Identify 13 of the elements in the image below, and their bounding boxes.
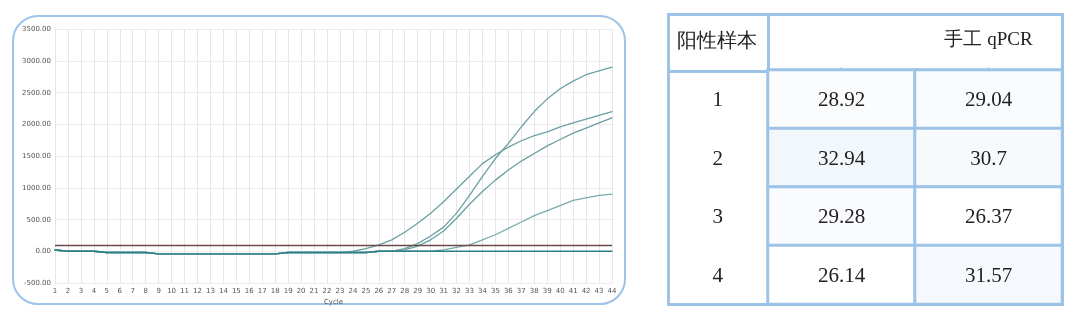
y-tick-label: 3 xyxy=(712,204,723,229)
data-label: 31.57 xyxy=(964,262,1013,287)
data-label: 29.04 xyxy=(964,87,1013,112)
data-label: 29.28 xyxy=(817,204,866,229)
x-tick-label: 手工 qPCR xyxy=(944,28,1033,49)
data-label: 28.92 xyxy=(817,87,866,112)
data-label: 26.14 xyxy=(817,262,866,287)
y-tick-label: 1 xyxy=(712,87,723,112)
data-label: 30.7 xyxy=(970,145,1007,170)
y-tick-label: 2 xyxy=(712,145,723,170)
data-label: 32.94 xyxy=(817,145,866,170)
y-axis-title: 阳性样本 xyxy=(677,29,757,51)
data-label: 26.37 xyxy=(964,204,1013,229)
